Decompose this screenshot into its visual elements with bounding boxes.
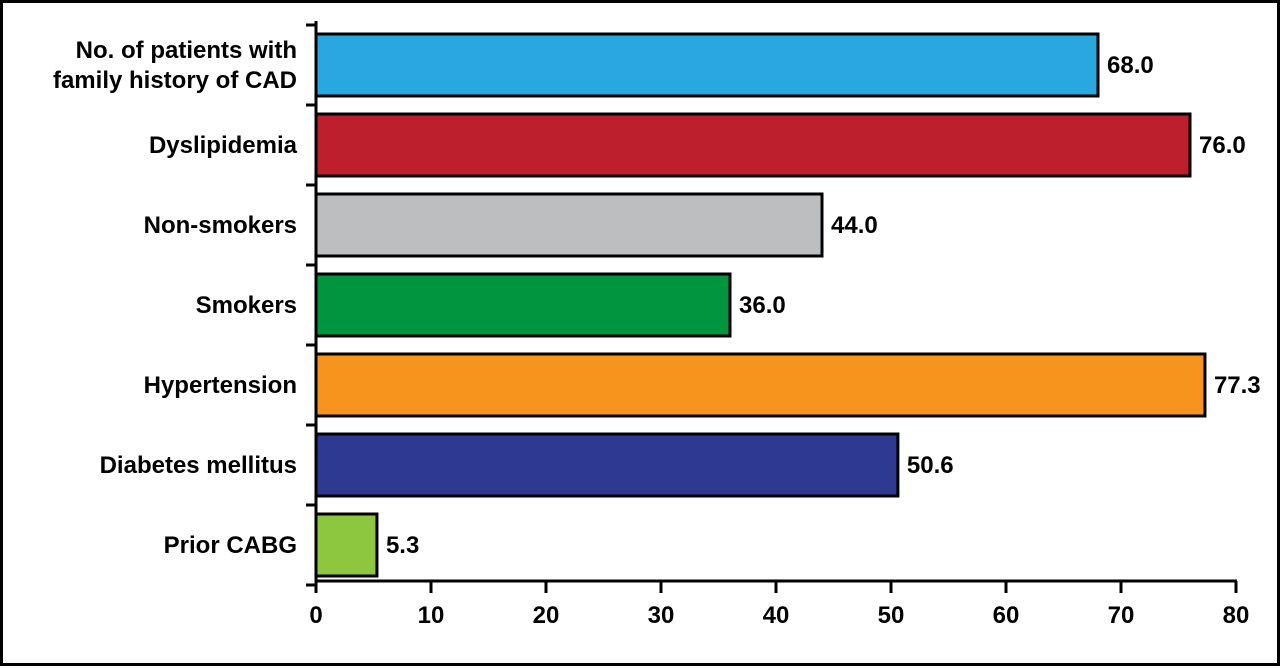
category-label: Hypertension xyxy=(144,372,297,399)
x-tick-label: 60 xyxy=(993,602,1020,629)
bars-layer xyxy=(314,32,1207,578)
value-label: 5.3 xyxy=(386,532,419,559)
category-label: Non-smokers xyxy=(144,212,297,239)
bar-chart: No. of patients with family history of CA… xyxy=(53,21,1261,629)
bar xyxy=(314,192,824,258)
x-tick-label: 50 xyxy=(878,602,905,629)
x-tick-label: 20 xyxy=(533,602,560,629)
value-label: 68.0 xyxy=(1107,52,1154,79)
x-tick-label: 10 xyxy=(418,602,445,629)
bar xyxy=(314,352,1207,418)
bar xyxy=(314,432,900,498)
value-label: 77.3 xyxy=(1214,372,1261,399)
x-tick-label: 0 xyxy=(309,602,322,629)
category-label: Dyslipidemia xyxy=(149,132,298,159)
value-label: 76.0 xyxy=(1199,132,1246,159)
value-label: 36.0 xyxy=(739,292,786,319)
category-label: family history of CAD xyxy=(53,67,297,94)
category-label: Prior CABG xyxy=(164,532,297,559)
bar xyxy=(314,32,1100,98)
x-tick-label: 30 xyxy=(648,602,675,629)
bar xyxy=(314,112,1192,178)
category-label: Diabetes mellitus xyxy=(100,452,297,479)
bar xyxy=(314,272,732,338)
axes-layer xyxy=(306,21,1238,593)
category-label: No. of patients with xyxy=(76,37,297,64)
bar xyxy=(314,512,379,578)
x-tick-label: 40 xyxy=(763,602,790,629)
labels-layer: No. of patients with family history of CA… xyxy=(53,37,1261,629)
value-label: 44.0 xyxy=(831,212,878,239)
category-label: Smokers xyxy=(196,292,297,319)
x-tick-label: 80 xyxy=(1223,602,1250,629)
x-tick-label: 70 xyxy=(1108,602,1135,629)
value-label: 50.6 xyxy=(907,452,954,479)
